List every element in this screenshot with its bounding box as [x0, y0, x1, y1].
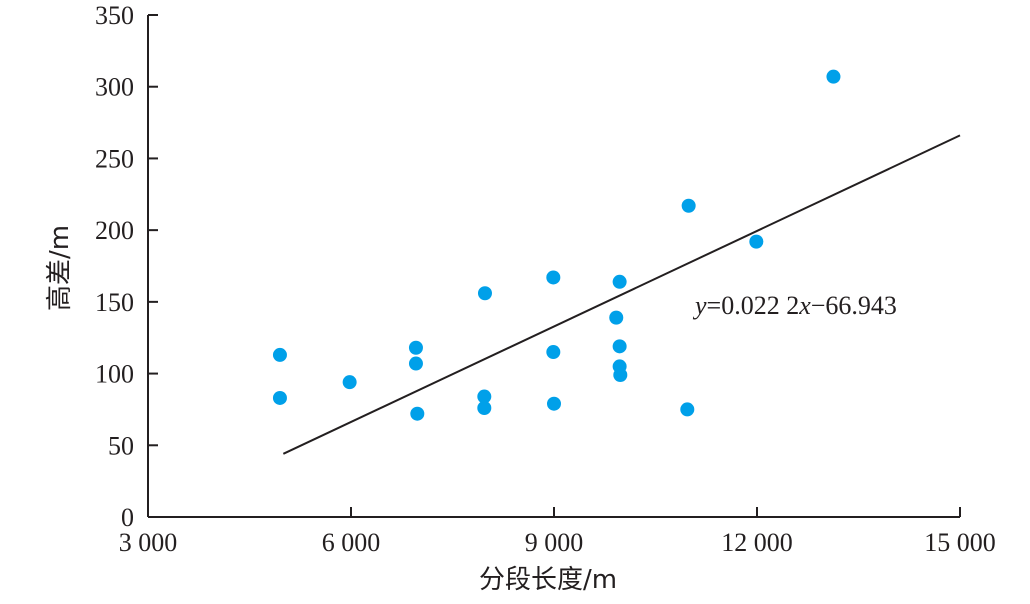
x-tick-label: 3 000 — [119, 528, 178, 557]
data-points — [272, 69, 841, 421]
data-point — [477, 400, 492, 415]
y-tick-label: 150 — [95, 288, 134, 317]
axes: 0 50 100 150 200 250 300 350 3 000 6 000 9 000 12 0… — [95, 1, 996, 557]
y-tick-label: 50 — [108, 431, 134, 460]
data-point — [546, 345, 561, 360]
equation-part: y — [692, 291, 707, 320]
data-point — [609, 310, 624, 325]
data-point — [272, 390, 287, 405]
data-point — [408, 340, 423, 355]
data-point — [477, 389, 492, 404]
equation-part: −66.943 — [811, 291, 897, 320]
x-tick-label: 6 000 — [322, 528, 381, 557]
x-tick-label: 9 000 — [525, 528, 584, 557]
data-point — [681, 198, 696, 213]
x-tick-label: 12 000 — [721, 528, 793, 557]
x-axis-title: 分段长度/m — [479, 565, 617, 595]
data-point — [749, 234, 764, 249]
equation-part: x — [798, 291, 811, 320]
data-point — [612, 274, 627, 289]
y-tick-label: 350 — [95, 1, 134, 30]
equation-part: =0.022 2 — [707, 291, 800, 320]
trendline — [282, 134, 961, 455]
y-tick-label: 250 — [95, 144, 134, 173]
data-point — [477, 286, 492, 301]
data-point — [612, 339, 627, 354]
y-tick-label: 300 — [95, 73, 134, 102]
data-point — [547, 396, 561, 411]
data-point — [408, 356, 423, 371]
data-point — [342, 375, 357, 390]
data-point — [826, 69, 841, 84]
y-tick-label: 0 — [121, 503, 134, 532]
trendline-group — [282, 134, 961, 455]
y-tick-label: 100 — [95, 360, 134, 389]
data-point — [272, 347, 287, 362]
data-point — [680, 402, 695, 417]
trendline-equation: y=0.022 2x−66.943 — [692, 291, 897, 320]
x-tick-label: 15 000 — [924, 528, 996, 557]
data-point — [546, 270, 561, 285]
y-tick-label: 200 — [95, 216, 134, 245]
y-axis-title: 高差/m — [45, 225, 75, 311]
data-point — [613, 368, 628, 383]
data-point — [410, 406, 425, 421]
